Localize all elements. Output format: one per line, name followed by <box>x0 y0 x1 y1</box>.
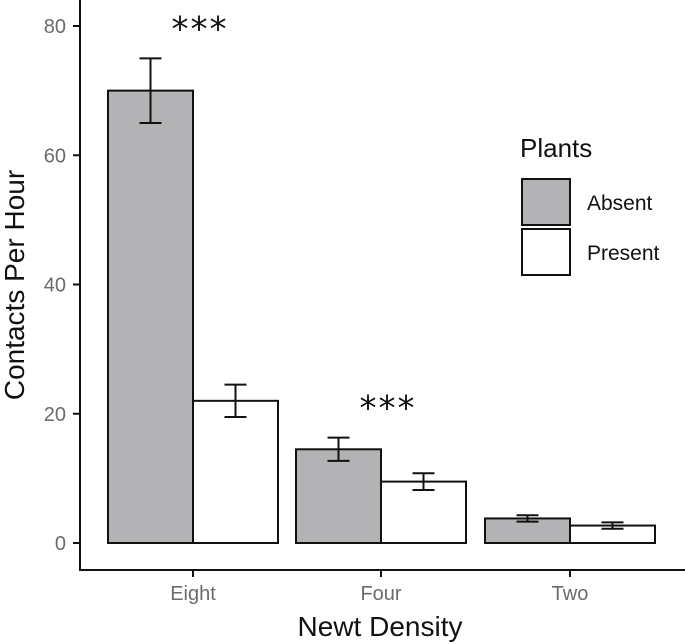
significance-annotations: *** *** <box>172 9 417 429</box>
legend-title: Plants <box>520 133 592 163</box>
bar-present-four <box>380 480 467 545</box>
x-axis-title: Newt Density <box>298 611 463 642</box>
bar-present-eight <box>192 399 279 545</box>
y-tick-label: 40 <box>44 275 66 297</box>
x-tick-label: Four <box>360 583 401 605</box>
error-bars <box>139 57 624 530</box>
y-tick-label: 0 <box>55 533 66 555</box>
x-axis-ticks: Eight Four Two <box>170 570 588 605</box>
x-tick-label: Eight <box>170 583 216 605</box>
error-bar <box>224 383 247 418</box>
significance-label: *** <box>172 9 229 49</box>
x-tick-label: Two <box>552 583 589 605</box>
error-bar <box>412 472 435 492</box>
legend-label-absent: Absent <box>587 192 653 215</box>
error-bar <box>139 57 162 124</box>
bar-absent-two <box>484 517 571 545</box>
y-axis-ticks: 0 20 40 60 80 <box>44 16 80 555</box>
y-axis-title: Contacts Per Hour <box>0 170 30 400</box>
error-bar <box>601 521 624 530</box>
legend-swatch-present <box>521 228 571 276</box>
error-bar <box>327 436 350 462</box>
legend: Plants Absent Present <box>520 133 660 276</box>
y-tick-label: 20 <box>44 404 66 426</box>
y-tick-label: 80 <box>44 16 66 38</box>
bar-absent-four <box>295 448 382 545</box>
y-tick-label: 60 <box>44 145 66 167</box>
bar-absent-eight <box>107 89 194 544</box>
legend-label-present: Present <box>587 242 660 265</box>
significance-label: *** <box>360 389 417 429</box>
legend-swatch-absent <box>521 178 571 226</box>
error-bar <box>516 514 539 523</box>
